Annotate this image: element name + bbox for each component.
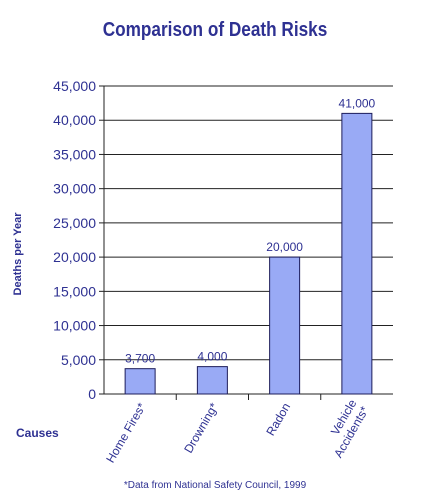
data-label: 41,000 bbox=[339, 96, 376, 110]
x-tick-label: Drowning* bbox=[181, 400, 221, 455]
y-tick-label: 30,000 bbox=[53, 181, 96, 197]
chart-footnote: *Data from National Safety Council, 1999 bbox=[123, 480, 307, 491]
bar bbox=[124, 368, 156, 395]
x-tick-label: Home Fires* bbox=[103, 400, 149, 465]
y-tick-label: 20,000 bbox=[53, 249, 96, 265]
y-tick-label: 15,000 bbox=[53, 283, 96, 299]
x-tick-label: VehicleAccidents* bbox=[319, 397, 372, 460]
y-tick-label: 5,000 bbox=[61, 352, 96, 368]
x-axis-label: Causes bbox=[16, 426, 59, 440]
bar bbox=[196, 366, 228, 395]
x-tick-label: Radon bbox=[263, 401, 293, 439]
y-tick-label: 0 bbox=[88, 386, 96, 402]
chart-title: Comparison of Death Risks bbox=[102, 19, 328, 41]
x-tick-label-line: Drowning* bbox=[181, 400, 221, 455]
bar bbox=[341, 112, 373, 395]
bar bbox=[269, 256, 301, 395]
y-tick-label: 10,000 bbox=[53, 318, 96, 334]
data-label: 4,000 bbox=[197, 350, 227, 364]
x-tick-label-line: Home Fires* bbox=[103, 400, 149, 465]
y-tick-label: 45,000 bbox=[53, 78, 96, 94]
x-tick-label-line: Radon bbox=[263, 401, 293, 439]
y-tick-label: 25,000 bbox=[53, 215, 96, 231]
y-tick-label: 40,000 bbox=[53, 112, 96, 128]
data-label: 20,000 bbox=[266, 240, 303, 254]
data-label: 3,700 bbox=[125, 352, 155, 366]
y-tick-label: 35,000 bbox=[53, 146, 96, 162]
